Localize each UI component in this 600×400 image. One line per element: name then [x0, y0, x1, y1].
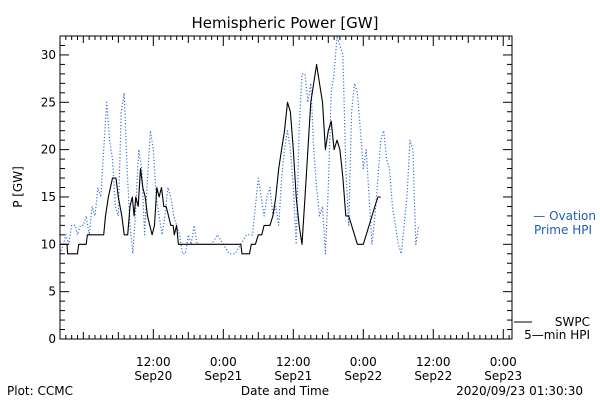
- x-tick-label-date: Sep23: [484, 369, 522, 383]
- legend-swpc-line1: SWPC: [555, 315, 590, 329]
- x-tick-label-time: 12:00: [276, 355, 311, 369]
- y-tick-label: 0: [48, 332, 56, 346]
- x-tick-label-date: Sep22: [414, 369, 452, 383]
- y-tick-label: 30: [41, 48, 56, 62]
- legend-ovation-line1: — Ovation: [533, 209, 596, 223]
- series-swpc-line: [60, 63, 381, 255]
- series-ovation-prime-line: [59, 35, 420, 255]
- x-tick-label-time: 0:00: [210, 355, 237, 369]
- x-tick-label-time: 0:00: [350, 355, 377, 369]
- x-axis-label: Date and Time: [241, 384, 329, 398]
- legend-ovation-line2: Prime HPI: [534, 223, 592, 237]
- legend-swpc-line2: 5—min HPI: [524, 328, 590, 342]
- y-axis-label: P [GW]: [11, 166, 25, 208]
- y-tick-label: 10: [41, 237, 56, 251]
- x-tick-label-date: Sep22: [344, 369, 382, 383]
- timestamp: 2020/09/23 01:30:30: [456, 384, 583, 398]
- x-tick-label-time: 0:00: [490, 355, 517, 369]
- x-tick-label-time: 12:00: [136, 355, 171, 369]
- x-tick-label-time: 12:00: [416, 355, 451, 369]
- x-tick-label-date: Sep21: [274, 369, 312, 383]
- chart-title: Hemispheric Power [GW]: [192, 14, 379, 32]
- x-tick-label-date: Sep21: [204, 369, 242, 383]
- plot-credit: Plot: CCMC: [7, 384, 73, 398]
- y-tick-label: 20: [41, 143, 56, 157]
- y-tick-label: 15: [41, 190, 56, 204]
- x-tick-label-date: Sep20: [134, 369, 172, 383]
- y-tick-label: 5: [48, 285, 56, 299]
- y-tick-label: 25: [41, 95, 56, 109]
